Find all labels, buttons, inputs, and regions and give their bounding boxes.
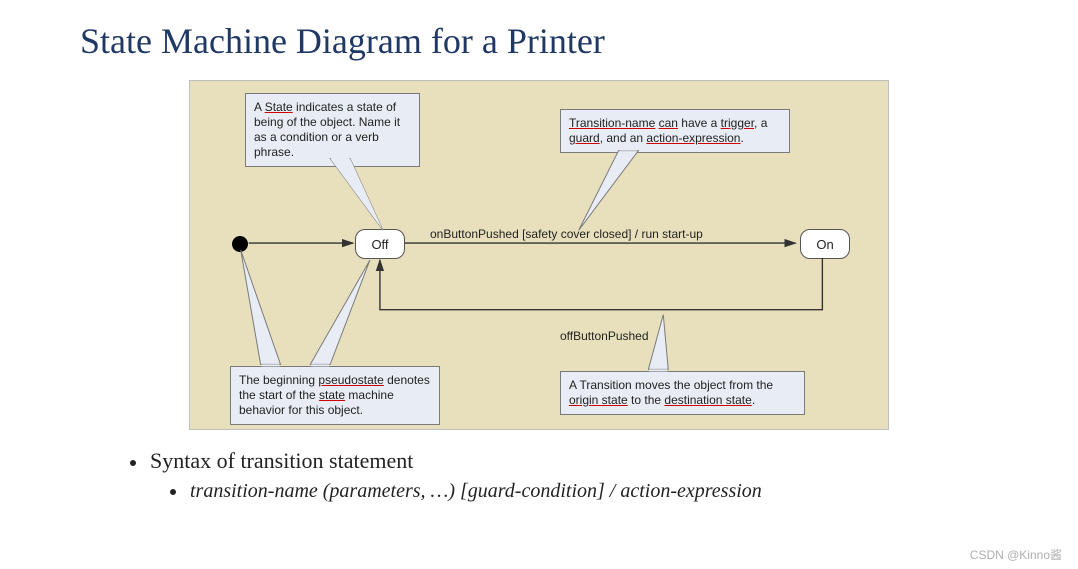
state-off-label: Off — [371, 237, 388, 252]
callout-transition-name: Transition-name can have a trigger, a gu… — [560, 109, 790, 153]
state-on-label: On — [816, 237, 833, 252]
bullet-list: Syntax of transition statement transitio… — [130, 448, 1078, 503]
bullet-level1: Syntax of transition statement — [130, 448, 1078, 474]
initial-pseudostate — [232, 236, 248, 252]
bullet-level1-text: Syntax of transition statement — [150, 448, 413, 473]
callout-transition-text: A Transition moves the object from the o… — [569, 378, 773, 407]
callout-pseudostate: The beginning pseudostate denotes the st… — [230, 366, 440, 425]
callout-state-text: A State indicates a state of being of th… — [254, 100, 400, 159]
state-off: Off — [355, 229, 405, 259]
state-on: On — [800, 229, 850, 259]
transition-label-off: offButtonPushed — [560, 329, 649, 343]
bullet-level2: transition-name (parameters, …) [guard-c… — [170, 480, 1078, 503]
state-machine-diagram: A State indicates a state of being of th… — [189, 80, 889, 430]
callout-state: A State indicates a state of being of th… — [245, 93, 420, 167]
bullet-dot-icon — [170, 489, 176, 495]
bullet-dot-icon — [130, 460, 136, 466]
transition-label-on: onButtonPushed [safety cover closed] / r… — [430, 227, 703, 241]
callout-transition: A Transition moves the object from the o… — [560, 371, 805, 415]
callout-transition-name-text: Transition-name can have a trigger, a gu… — [569, 116, 767, 145]
callout-pseudostate-text: The beginning pseudostate denotes the st… — [239, 373, 430, 417]
bullet-level2-text: transition-name (parameters, …) [guard-c… — [190, 480, 762, 502]
slide-title: State Machine Diagram for a Printer — [80, 20, 1078, 62]
